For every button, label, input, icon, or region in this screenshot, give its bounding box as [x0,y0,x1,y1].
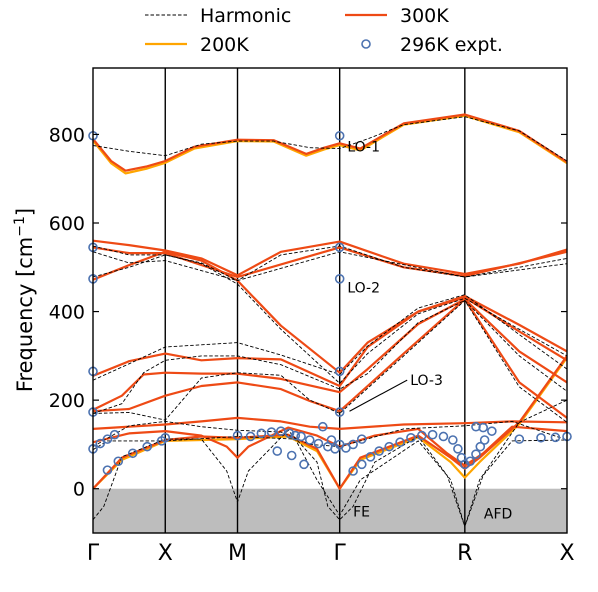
expt-point [276,426,286,436]
expt-point [438,431,449,442]
legend-label: Harmonic [200,5,291,27]
x-tick-label: M [228,541,247,566]
series-300k-branch [93,113,567,172]
expt-point [266,427,277,437]
expt-point [334,130,345,141]
x-tick-label: X [158,541,173,566]
expt-point [232,430,243,441]
x-tick-label: Γ [87,541,100,566]
annotation-pointer [349,379,408,412]
expt-point [465,456,475,467]
series-harmonic-branch [93,254,567,384]
y-axis-label-close: ] [13,208,37,216]
expt-point [313,438,324,449]
series-harmonic-branch [93,116,567,162]
expt-point [334,273,345,284]
expt-point [487,426,497,436]
annotation-label: FE [353,505,370,521]
expt-point [365,452,376,462]
y-axis-label-main: Frequency [cm [13,237,37,392]
y-tick-label: 600 [49,213,85,235]
series-300k-branch [93,296,567,388]
series-300k-branch [93,246,567,279]
y-axis-label: Frequency [cm−1] [12,208,37,392]
expt-point [384,441,395,452]
expt-point [479,435,490,445]
expt-point [256,428,267,439]
series-300k-branch [93,239,567,277]
expt-point [550,432,561,443]
y-tick-label: 200 [49,390,85,412]
expt-point [102,465,113,475]
expt-point [471,449,481,459]
x-tick-label: R [457,541,472,566]
expt-point [334,366,345,377]
series-harmonic-branch [93,429,567,527]
expt-point [160,432,171,443]
expt-point [334,407,345,417]
series-harmonic-branch [93,251,567,282]
plot-frame [92,67,568,534]
y-tick-label: 0 [73,479,85,501]
plot-area: 0 200 400 600 800 Γ X M Γ R X LO-1 LO-2 LO-3 FE AFD [49,67,575,566]
expt-point [304,435,315,445]
annotation-label: LO-3 [410,373,443,389]
legend-label: 296K expt. [400,34,503,56]
expt-point [453,444,463,454]
series-300k-branch [93,416,567,430]
expt-point [416,430,427,441]
x-tick-label: X [559,541,574,566]
expt-point [113,456,124,467]
series-harmonic-branch [93,399,567,527]
annotation-label: LO-2 [347,281,380,297]
expt-point [326,435,337,445]
expt-point [272,446,283,456]
expt-point [109,429,120,440]
expt-point [95,438,106,449]
expt-point [374,446,384,456]
annotation-label: LO-1 [347,139,380,155]
expt-point [475,441,486,452]
legend-swatch [361,39,371,49]
y-tick-label: 400 [49,302,85,324]
expt-point [286,450,297,461]
expt-point [406,432,416,443]
expt-point [395,437,405,448]
y-tick-label: 800 [49,124,85,146]
expt-point [127,448,138,459]
expt-point [284,428,295,439]
series-300k-branch [93,250,567,374]
annotation-label: AFD [484,506,512,522]
expt-point [427,429,438,440]
expt-point [348,439,358,450]
expt-point [102,434,113,444]
expt-point [348,466,358,476]
expt-point [356,434,367,444]
series-harmonic-branch [93,294,567,381]
series-harmonic-branch [93,300,567,423]
x-tick-label: Γ [334,541,347,566]
y-axis-label-unit-exponent: −1 [12,216,28,237]
expt-point [296,431,306,442]
imaginary-region [93,488,567,533]
legend: Harmonic 300K 200K 296K expt. [145,5,503,56]
legend-label: 200K [200,34,249,56]
expt-point [142,441,152,452]
expt-point [514,434,525,444]
series-harmonic-branch [93,245,567,282]
expt-point [478,422,488,433]
expt-point [290,430,301,441]
expt-point [334,242,345,253]
expt-point [317,421,328,432]
series-300k-branch [93,298,567,419]
expt-point [299,459,309,470]
expt-point [356,459,367,470]
expt-point [536,432,546,443]
legend-label: 300K [400,5,449,27]
expt-point [245,431,256,442]
series-300k-branch [93,425,567,467]
expt-point [448,435,458,445]
